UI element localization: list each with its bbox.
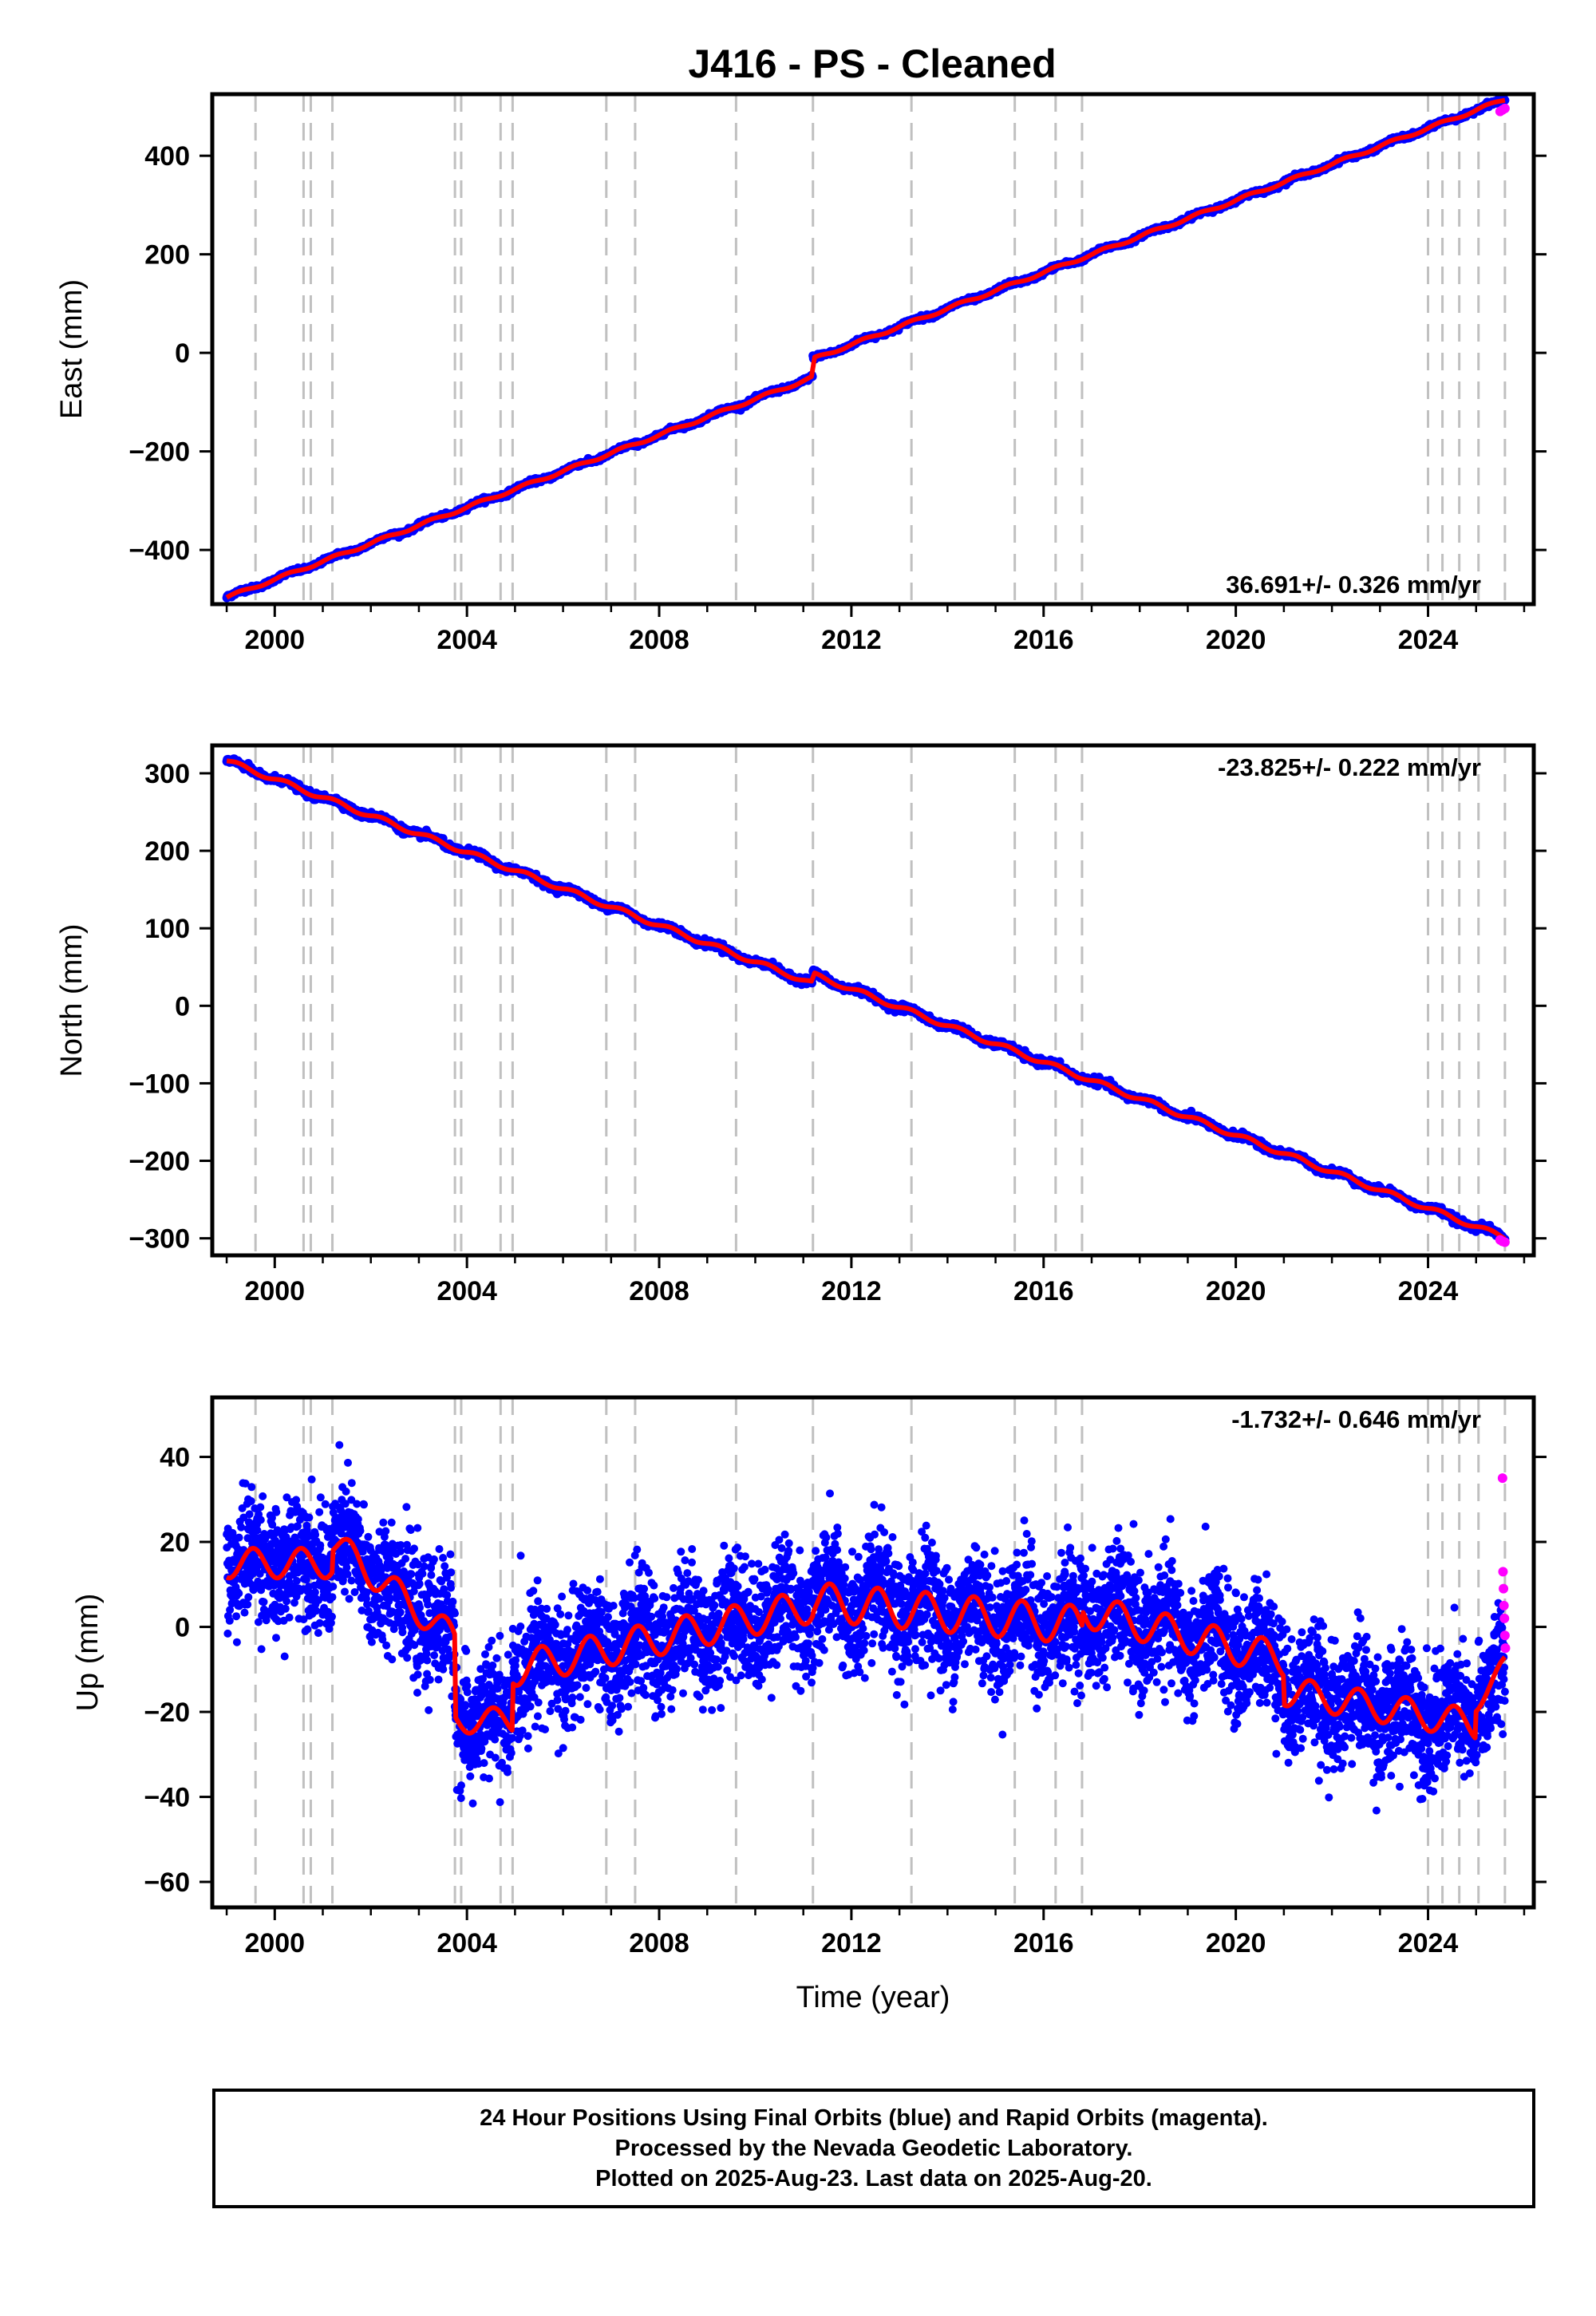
east-y-tick-label: 200	[144, 240, 190, 271]
east-y-tick-label: −400	[128, 536, 190, 566]
east-y-tick-label: −200	[128, 437, 190, 468]
east-rate-label: 36.691+/- 0.326 mm/yr	[1226, 571, 1481, 599]
north-plot-area	[222, 745, 1510, 1255]
east-x-tick-label: 2012	[821, 625, 882, 655]
east-panel: 2000 2004 2008 2012 2016 2020 2024 −400 −200 0 200…	[55, 92, 1547, 655]
east-y-tick-label: 400	[144, 141, 190, 172]
east-model-line	[225, 97, 1506, 600]
north-panel: 2000 2004 2008 2012 2016 2020 2024−300−200−100…	[55, 743, 1547, 1306]
east-x-tick-label: 2008	[629, 625, 689, 655]
north-final-orbit-points	[222, 754, 1510, 1247]
east-x-tick-label: 2016	[1013, 625, 1074, 655]
east-frame	[210, 92, 1536, 607]
east-y-tick-label: 0	[175, 338, 190, 369]
east-rapid-orbit-points	[1495, 103, 1510, 117]
east-y-axis-label: East (mm)	[55, 279, 89, 419]
figure-title: J416 - PS - Cleaned	[688, 41, 1056, 86]
east-x-tick-label: 2024	[1398, 625, 1459, 655]
east-rapid-point	[1499, 103, 1510, 113]
east-x-tick-label: 2000	[244, 625, 305, 655]
east-x-tick-label: 2004	[437, 625, 497, 655]
east-x-tick-label: 2020	[1206, 625, 1266, 655]
east-plot-area	[222, 94, 1510, 604]
